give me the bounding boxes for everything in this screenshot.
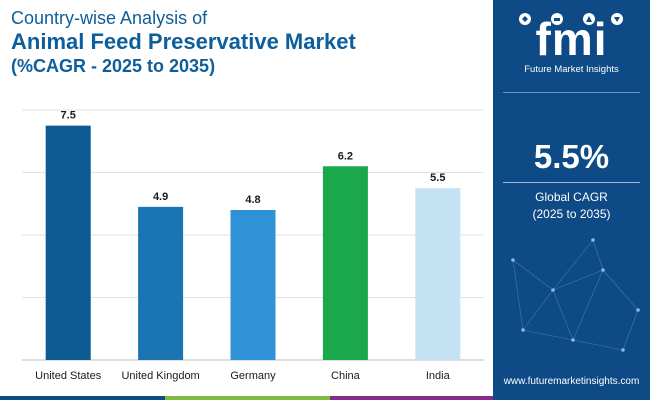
cagr-label-line-1: Global CAGR <box>535 190 608 204</box>
title-line-2: Animal Feed Preservative Market <box>11 29 356 54</box>
logo-wordmark: fmi <box>535 13 608 65</box>
brand-name: Future Market Insights <box>524 64 619 75</box>
bar-united-kingdom <box>138 206 184 360</box>
global-cagr-label: Global CAGR (2025 to 2035) <box>493 189 650 223</box>
cagr-label-line-2: (2025 to 2035) <box>532 207 611 221</box>
bar-segment-3 <box>330 396 493 400</box>
logo-icons <box>519 13 623 25</box>
category-label: Germany <box>230 370 276 382</box>
bar-chart: 7.5 United States 4.9 United Kingdom 4.8 Germ… <box>22 109 484 382</box>
bar-segment-1 <box>0 396 165 400</box>
title-line-3: (%CAGR - 2025 to 2035) <box>11 56 216 76</box>
category-label: India <box>426 370 451 382</box>
divider <box>503 92 640 93</box>
network-decoration-icon <box>511 238 640 352</box>
website-url[interactable]: www.futuremarketinsights.com <box>503 376 640 387</box>
bar-united-states <box>45 125 91 360</box>
category-label: China <box>331 370 361 382</box>
global-cagr-value: 5.5% <box>533 138 610 175</box>
bar-segment-2 <box>165 396 330 400</box>
side-panel: fmi Future Market Insights 5.5% Global C… <box>493 0 650 400</box>
chart-title: Country-wise Analysis of Animal Feed Pre… <box>11 7 356 77</box>
value-label: 6.2 <box>338 150 353 162</box>
value-label: 4.8 <box>245 194 260 206</box>
bar-china <box>322 166 368 360</box>
category-label: United Kingdom <box>121 370 199 382</box>
bottom-color-bar <box>0 396 493 400</box>
value-label: 4.9 <box>153 191 168 203</box>
value-label: 5.5 <box>430 172 445 184</box>
cagr-divider <box>503 182 640 183</box>
fmi-logo: fmi Future Market Insights <box>493 8 650 75</box>
bar-india <box>415 188 461 360</box>
bar-germany <box>230 210 276 360</box>
value-label: 7.5 <box>61 110 76 122</box>
title-line-1: Country-wise Analysis of <box>11 8 208 28</box>
category-label: United States <box>35 370 102 382</box>
